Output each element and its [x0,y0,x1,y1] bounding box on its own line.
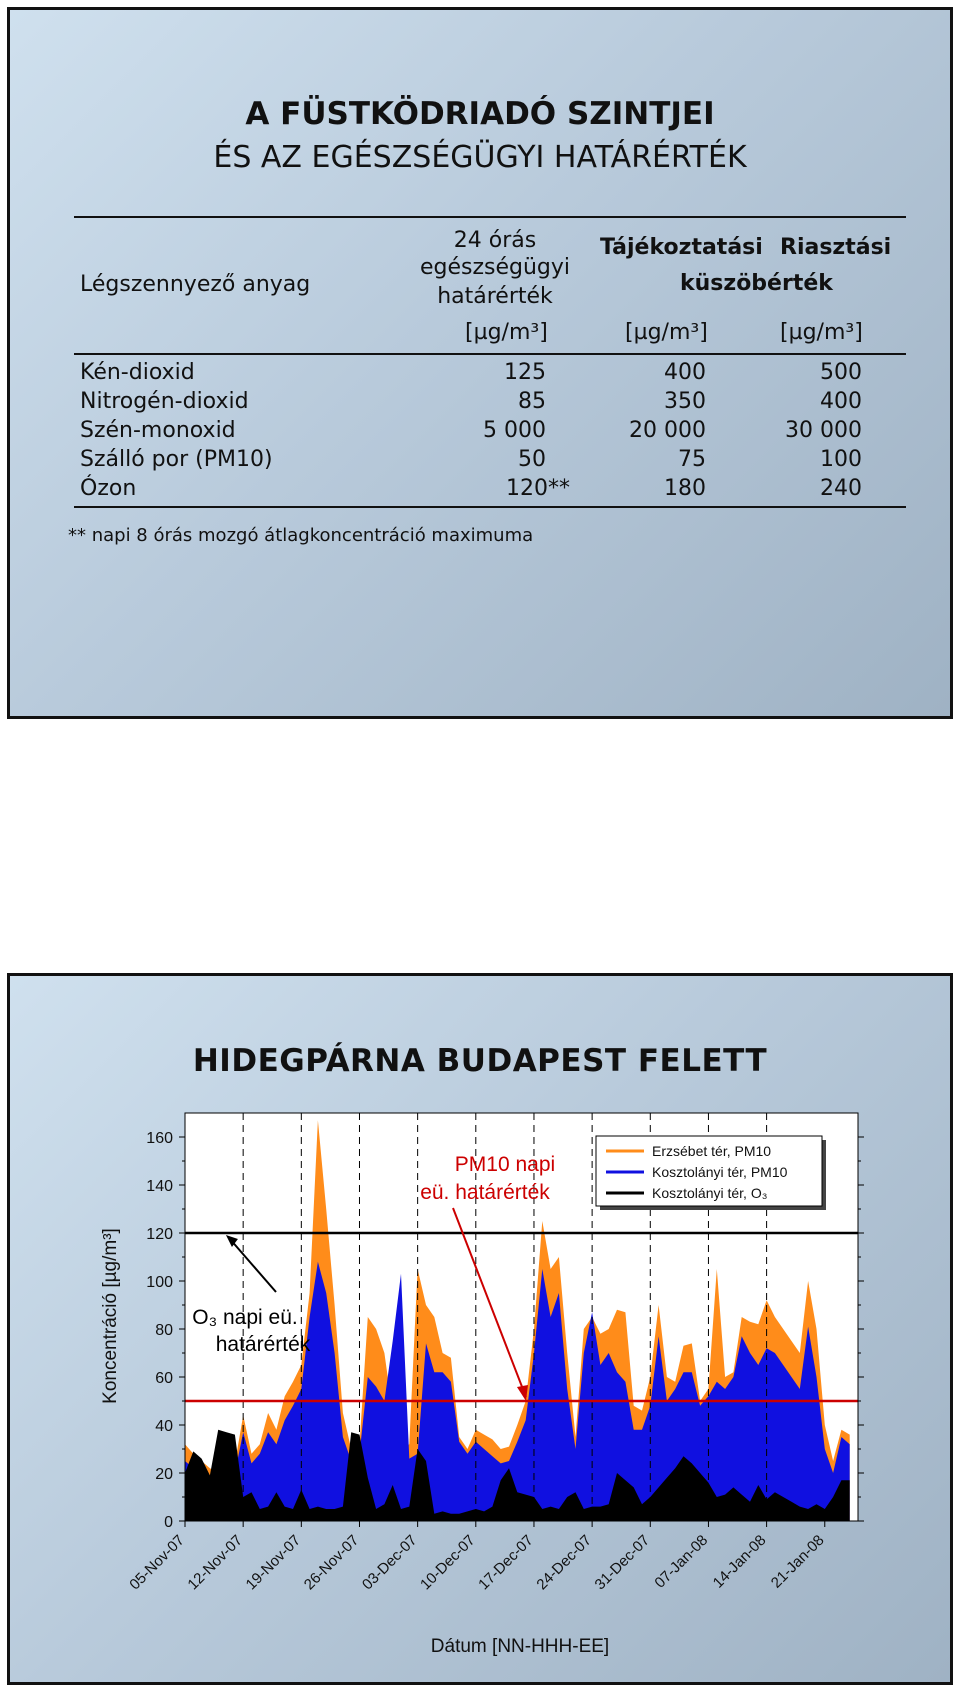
x-axis-label: Dátum [NN-HHH-EE] [431,1636,609,1657]
row-health: 5 000 [483,418,546,443]
x-tick-label: 31-Dec-07 [592,1532,654,1594]
annotation-o3-line2: határérték [216,1333,311,1356]
page-subtitle: ÉS AZ EGÉSZSÉGÜGYI HATÁRÉRTÉK [213,140,747,175]
slide-smog-alert-levels: A FÜSTKÖDRIADÓ SZINTJEI ÉS AZ EGÉSZSÉGÜG… [7,7,953,719]
annotation-pm10-line1: PM10 napi [455,1153,555,1176]
y-tick-label: 60 [155,1370,173,1387]
row-name: Szén-monoxid [80,418,236,443]
x-tick-label: 14-Jan-08 [710,1532,770,1592]
table-top-rule [74,216,906,218]
row-alarm: 240 [820,476,862,501]
table-header-rule [74,353,906,355]
legend-label-0: Erzsébet tér, PM10 [652,1143,771,1159]
header-health-line3: határérték [437,284,553,309]
unit-info: [µg/m³] [625,320,708,345]
x-tick-label: 03-Dec-07 [359,1532,421,1594]
annotation-pm10-arrowhead [516,1385,528,1401]
row-name: Szálló por (PM10) [80,447,273,472]
table-bottom-rule [74,506,906,508]
row-name: Nitrogén-dioxid [80,389,249,414]
row-alarm: 500 [820,360,862,385]
annotation-pm10-line2: eü. határérték [420,1181,550,1204]
page-title: A FÜSTKÖDRIADÓ SZINTJEI [245,96,715,132]
row-health: 50 [518,447,546,472]
y-tick-label: 0 [164,1514,173,1531]
x-tick-label: 24-Dec-07 [533,1532,595,1594]
annotation-pm10-arrow [452,1207,527,1398]
legend-label-2: Kosztolányi tér, O₃ [652,1185,767,1201]
x-tick-label: 26-Nov-07 [301,1532,363,1594]
x-tick-label: 10-Dec-07 [417,1532,479,1594]
y-tick-label: 120 [146,1226,173,1243]
row-info: 400 [664,360,706,385]
row-health: 85 [518,389,546,414]
y-tick-label: 100 [146,1274,173,1291]
annotation-o3-line1: O₃ napi eü. [192,1306,297,1329]
unit-health: [µg/m³] [465,320,548,345]
y-tick-label: 40 [155,1418,173,1435]
row-health: 120** [506,476,570,501]
row-alarm: 400 [820,389,862,414]
row-health: 125 [504,360,546,385]
slide-inversion-chart: HIDEGPÁRNA BUDAPEST FELETT 0 20 40 60 80 100 1… [7,973,953,1685]
x-tick-label: 21-Jan-08 [768,1532,828,1592]
row-alarm: 30 000 [785,418,862,443]
chart-title: HIDEGPÁRNA BUDAPEST FELETT [192,1043,768,1079]
y-tick-label: 140 [146,1178,173,1195]
footnote: ** napi 8 órás mozgó átlagkoncentráció m… [68,525,534,546]
x-tick-label: 12-Nov-07 [184,1532,246,1594]
y-tick-label: 160 [146,1130,173,1147]
row-info: 350 [664,389,706,414]
row-info: 20 000 [629,418,706,443]
x-tick-label: 05-Nov-07 [126,1532,188,1594]
x-tick-label: 19-Nov-07 [243,1532,305,1594]
series-area-1 [185,1261,850,1521]
y-tick-label: 20 [155,1466,173,1483]
header-health-line2: egészségügyi [419,255,571,280]
unit-alarm: [µg/m³] [780,320,863,345]
row-name: Ózon [80,476,137,501]
y-axis-label: Koncentráció [µg/m³] [100,1228,121,1404]
legend-label-1: Kosztolányi tér, PM10 [652,1164,788,1180]
header-health-line1: 24 órás [453,228,537,253]
x-tick-label: 07-Jan-08 [651,1532,711,1592]
header-info: Tájékoztatási [600,235,763,260]
plot-frame [184,1112,859,1522]
annotation-o3-arrow [229,1238,277,1293]
row-name: Kén-dioxid [80,360,195,385]
header-threshold: küszöbérték [680,271,833,296]
series-area-2 [185,1429,850,1521]
annotation-o3-arrowhead [225,1235,238,1247]
y-tick-label: 80 [155,1322,173,1339]
row-alarm: 100 [820,447,862,472]
x-tick-label: 17-Dec-07 [475,1532,537,1594]
row-info: 180 [664,476,706,501]
header-pollutant: Légszennyező anyag [80,272,311,297]
chart-plot: 02040608010012014016005-Nov-0712-Nov-071… [100,1112,864,1657]
header-alarm: Riasztási [780,235,892,260]
row-info: 75 [678,447,706,472]
